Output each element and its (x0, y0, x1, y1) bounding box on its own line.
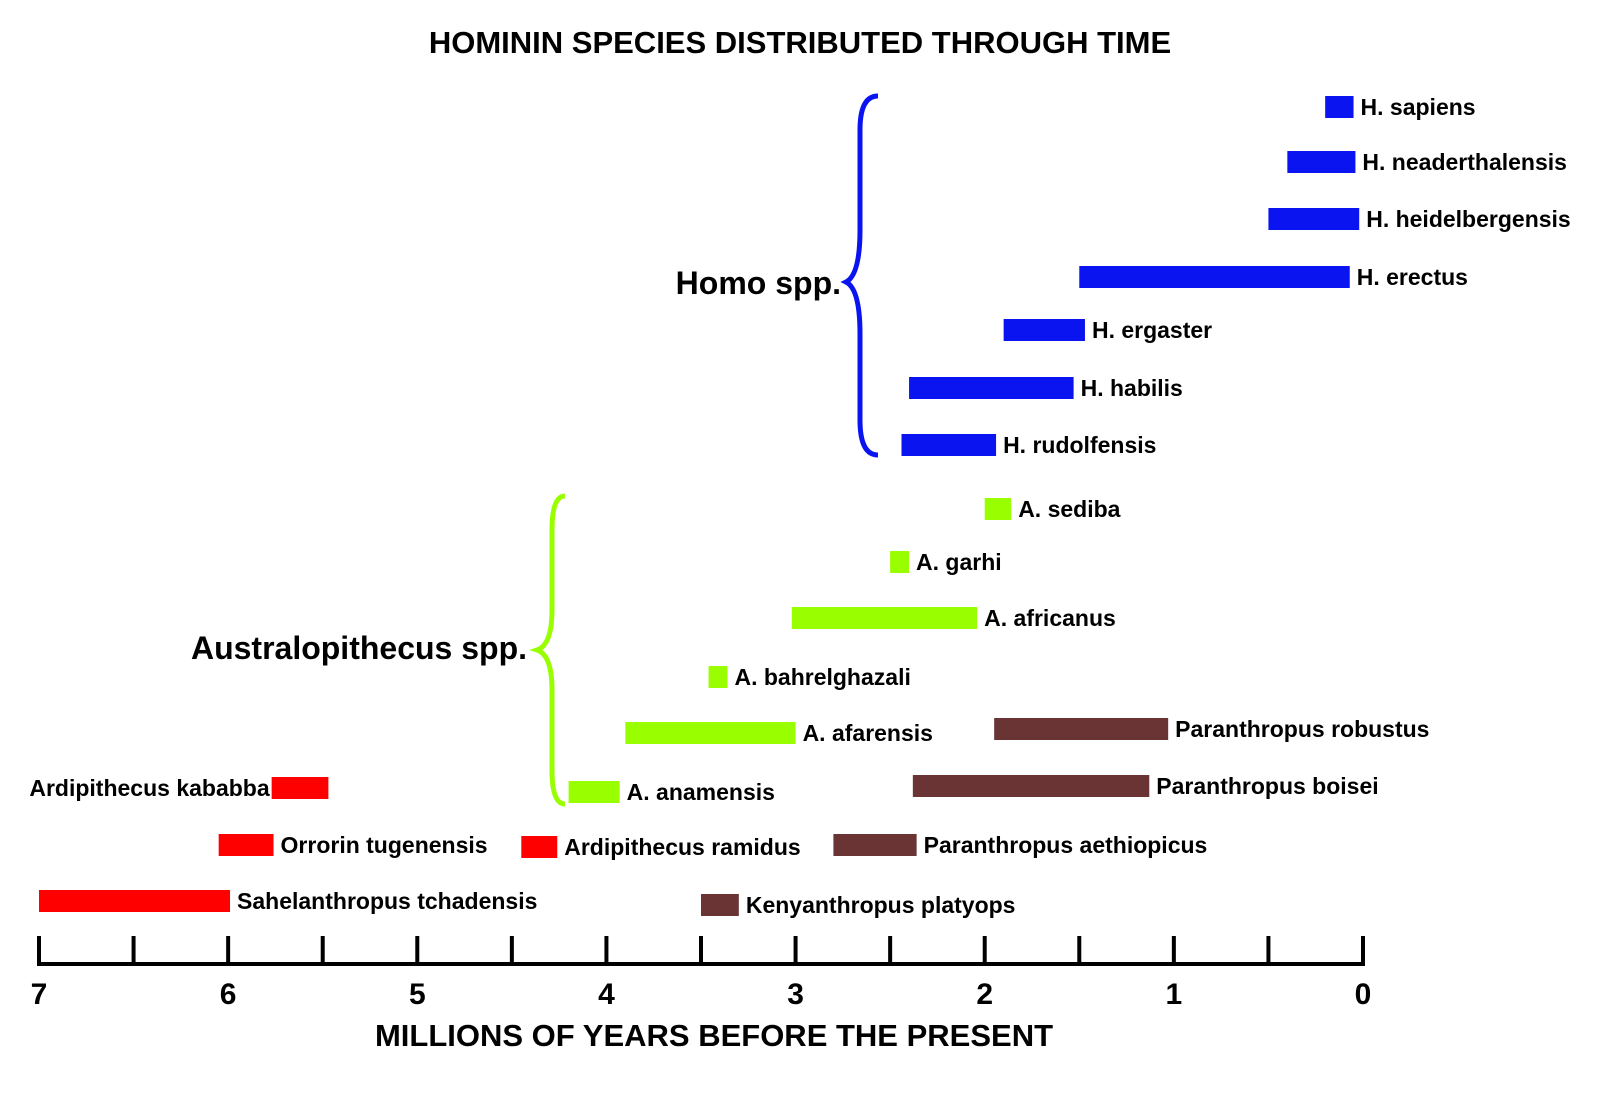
bar-label-a-anamensis: A. anamensis (627, 779, 775, 805)
bar-label-paranthropus-aethiopicus: Paranthropus aethiopicus (924, 832, 1208, 858)
x-tick-label: 6 (220, 978, 237, 1011)
bar-h-rudolfensis (901, 434, 997, 456)
bar-h-sapiens (1325, 96, 1354, 118)
bar-label-a-garhi: A. garhi (916, 549, 1002, 575)
australopithecus-group-label: Australopithecus spp. (191, 630, 527, 666)
x-tick-label: 4 (598, 978, 615, 1011)
bar-h-neaderthalensis (1287, 151, 1356, 173)
bar-a-bahrelghazali (708, 666, 728, 688)
bar-paranthropus-aethiopicus (833, 834, 917, 856)
bar-label-h-heidelbergensis: H. heidelbergensis (1366, 206, 1571, 232)
x-tick-label: 0 (1355, 978, 1372, 1011)
bar-label-a-africanus: A. africanus (984, 605, 1116, 631)
bar-label-h-neaderthalensis: H. neaderthalensis (1362, 149, 1567, 175)
x-tick-label: 1 (1166, 978, 1183, 1011)
bar-label-h-ergaster: H. ergaster (1092, 317, 1212, 343)
homo-group-label: Homo spp. (676, 265, 841, 301)
bar-label-sahelanthropus-tchadensis: Sahelanthropus tchadensis (237, 888, 537, 914)
bar-label-orrorin-tugenensis: Orrorin tugenensis (281, 832, 488, 858)
bar-paranthropus-boisei (912, 775, 1150, 797)
chart-title: HOMININ SPECIES DISTRIBUTED THROUGH TIME (429, 25, 1171, 60)
x-tick-label: 5 (409, 978, 426, 1011)
x-axis-label: MILLIONS OF YEARS BEFORE THE PRESENT (375, 1018, 1053, 1053)
species-bars: H. sapiens H. neaderthalensis H. heidelber… (29, 94, 1570, 918)
x-axis: 7 6 5 4 3 2 1 0 (31, 936, 1372, 1011)
bar-label-h-rudolfensis: H. rudolfensis (1003, 432, 1156, 458)
bar-kenyanthropus-platyops (701, 894, 739, 916)
bar-label-h-sapiens: H. sapiens (1361, 94, 1476, 120)
bar-label-kenyanthropus-platyops: Kenyanthropus platyops (746, 892, 1016, 918)
bar-h-heidelbergensis (1268, 208, 1360, 230)
homo-brace-icon (840, 93, 879, 458)
bar-h-erectus (1079, 266, 1350, 288)
bar-a-afarensis (625, 722, 796, 744)
bar-paranthropus-robustus (994, 718, 1169, 740)
bar-label-h-erectus: H. erectus (1357, 264, 1468, 290)
australopithecus-brace-icon (529, 493, 566, 807)
x-tick-label: 3 (787, 978, 804, 1011)
bar-label-h-habilis: H. habilis (1081, 375, 1183, 401)
bar-ardipithecus-ramidus (521, 836, 558, 858)
bar-label-paranthropus-robustus: Paranthropus robustus (1175, 716, 1429, 742)
x-tick-label: 7 (31, 978, 48, 1011)
bar-h-ergaster (1003, 319, 1085, 341)
bar-label-ardipithecus-kababba: Ardipithecus kababba (29, 775, 269, 801)
bar-a-africanus (791, 607, 978, 629)
bar-label-ardipithecus-ramidus: Ardipithecus ramidus (564, 834, 800, 860)
bar-a-anamensis (568, 781, 620, 803)
bar-h-habilis (909, 377, 1074, 399)
bar-a-sediba (984, 498, 1012, 520)
bar-a-garhi (890, 551, 910, 573)
bar-label-a-afarensis: A. afarensis (803, 720, 933, 746)
bar-label-a-bahrelghazali: A. bahrelghazali (734, 664, 910, 690)
x-tick-label: 2 (976, 978, 993, 1011)
bar-sahelanthropus-tchadensis (39, 890, 231, 912)
bar-label-paranthropus-boisei: Paranthropus boisei (1156, 773, 1378, 799)
bar-orrorin-tugenensis (218, 834, 274, 856)
bar-label-a-sediba: A. sediba (1018, 496, 1120, 522)
bar-ardipithecus-kababba (271, 777, 329, 799)
